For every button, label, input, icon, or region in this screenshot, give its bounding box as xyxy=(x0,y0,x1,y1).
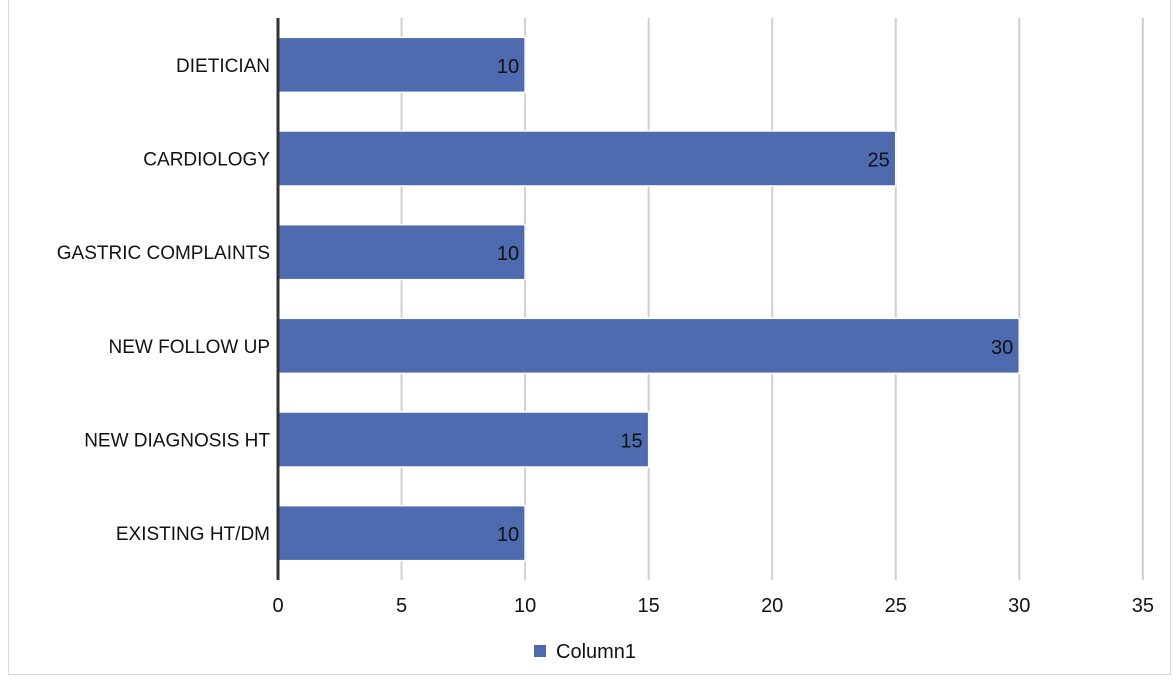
category-label: NEW DIAGNOSIS HT xyxy=(84,431,270,452)
data-label: 10 xyxy=(497,243,519,265)
legend: Column1 xyxy=(534,641,636,663)
data-label: 10 xyxy=(497,524,519,546)
bar xyxy=(277,411,650,468)
bar xyxy=(277,504,526,562)
category-labels: DIETICIAN CARDIOLOGY GASTRIC COMPLAINTS NEW… xyxy=(57,56,271,545)
bar xyxy=(277,223,526,281)
x-tick-label: 35 xyxy=(1132,595,1154,617)
x-tick-labels: 0 5 10 15 20 25 30 35 xyxy=(272,595,1154,617)
gridlines xyxy=(400,18,1144,580)
bar xyxy=(277,130,897,187)
data-labels: 10 25 10 30 15 10 xyxy=(497,56,1013,546)
category-label: DIETICIAN xyxy=(176,56,270,77)
x-tick-label: 15 xyxy=(638,595,660,617)
data-label: 25 xyxy=(868,150,890,172)
bar xyxy=(277,317,1021,375)
x-tick-label: 5 xyxy=(396,595,407,617)
x-tick-label: 20 xyxy=(761,595,783,617)
x-tick-label: 30 xyxy=(1008,595,1030,617)
category-label: EXISTING HT/DM xyxy=(116,524,270,545)
category-label: CARDIOLOGY xyxy=(143,150,270,171)
data-label: 10 xyxy=(497,56,519,78)
legend-label: Column1 xyxy=(556,641,636,663)
data-label: 15 xyxy=(620,431,642,453)
x-tick-label: 10 xyxy=(514,595,536,617)
category-label: NEW FOLLOW UP xyxy=(108,337,270,358)
category-label: GASTRIC COMPLAINTS xyxy=(57,243,270,264)
bar xyxy=(277,36,526,94)
x-tick-label: 0 xyxy=(272,595,283,617)
legend-swatch xyxy=(534,645,546,657)
data-label: 30 xyxy=(991,337,1013,359)
x-tick-label: 25 xyxy=(885,595,907,617)
